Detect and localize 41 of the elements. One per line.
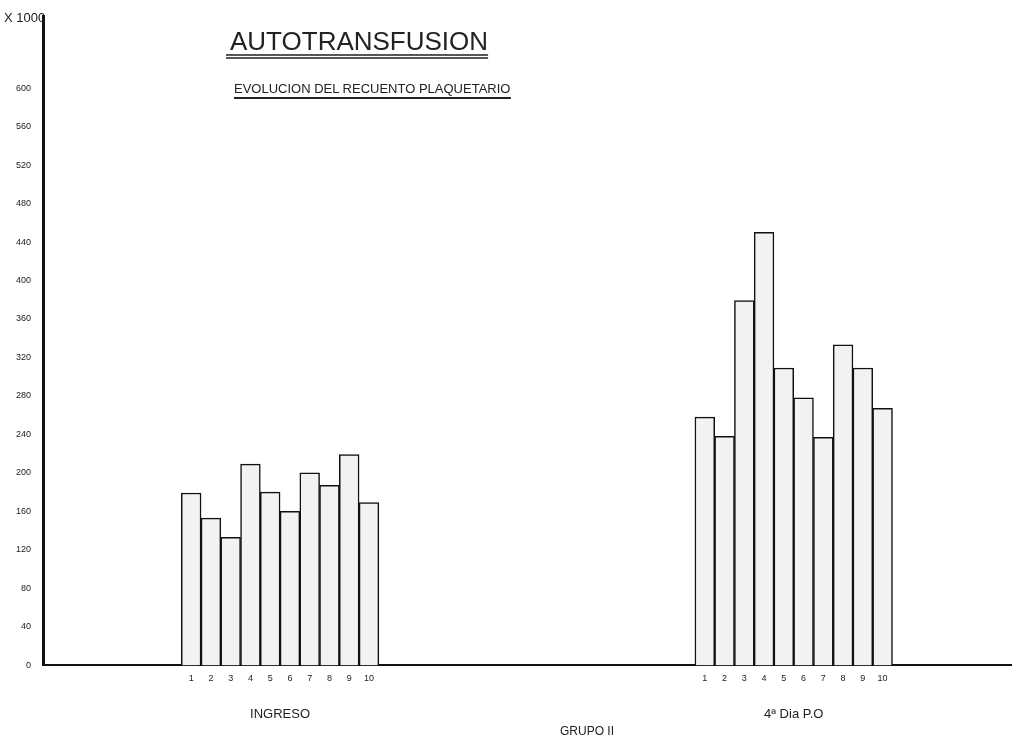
x-tick-label: 7 bbox=[820, 673, 826, 684]
x-tick-label: 7 bbox=[307, 673, 313, 684]
y-tick-label: 600 bbox=[15, 82, 32, 93]
text: 4ª Dia P.O bbox=[763, 706, 824, 721]
y-tick-label: 320 bbox=[15, 351, 32, 362]
text: EVOLUCION DEL RECUENTO PLAQUETARIO bbox=[234, 81, 511, 96]
x-tick-label: 1 bbox=[188, 673, 194, 684]
y-tick-label: 200 bbox=[15, 467, 32, 478]
x-tick-label: 3 bbox=[228, 673, 234, 684]
y-tick-label: 240 bbox=[15, 428, 32, 439]
x-tick-label: 6 bbox=[801, 673, 807, 684]
y-tick-label: 480 bbox=[15, 198, 32, 209]
x-tick-label: 9 bbox=[860, 673, 866, 684]
y-tick-label: 40 bbox=[21, 621, 32, 632]
x-tick-label: 8 bbox=[840, 673, 846, 684]
x-tick-label: 2 bbox=[722, 673, 728, 684]
y-tick-label: 0 bbox=[26, 659, 32, 670]
y-tick-label: 280 bbox=[15, 390, 32, 401]
x-tick-label: 1 bbox=[702, 673, 708, 684]
x-tick-label: 3 bbox=[741, 673, 747, 684]
x-tick-label: 4 bbox=[247, 673, 253, 684]
y-tick-label: 160 bbox=[15, 505, 32, 516]
x-tick-label: 8 bbox=[326, 673, 332, 684]
y-tick-label: 360 bbox=[15, 313, 32, 324]
x-tick-label: 5 bbox=[267, 673, 273, 684]
x-tick-label: 2 bbox=[208, 673, 214, 684]
y-tick-label: 120 bbox=[15, 544, 32, 555]
x-tick-label: 10 bbox=[363, 673, 374, 684]
x-tick-label: 4 bbox=[761, 673, 767, 684]
x-tick-label: 5 bbox=[781, 673, 787, 684]
chart-title: AUTOTRANSFUSION bbox=[230, 26, 489, 56]
y-tick-label: 440 bbox=[15, 236, 32, 247]
x-axis-title: GRUPO II bbox=[560, 724, 615, 738]
x-tick-label: 9 bbox=[346, 673, 352, 684]
y-tick-label: 560 bbox=[15, 121, 32, 132]
x-tick-label: 10 bbox=[877, 673, 888, 684]
y-tick-label: 400 bbox=[15, 274, 32, 285]
x-tick-label: 6 bbox=[287, 673, 293, 684]
y-tick-label: 520 bbox=[15, 159, 32, 170]
text: INGRESO bbox=[250, 706, 311, 721]
y-tick-label: 80 bbox=[21, 582, 32, 593]
